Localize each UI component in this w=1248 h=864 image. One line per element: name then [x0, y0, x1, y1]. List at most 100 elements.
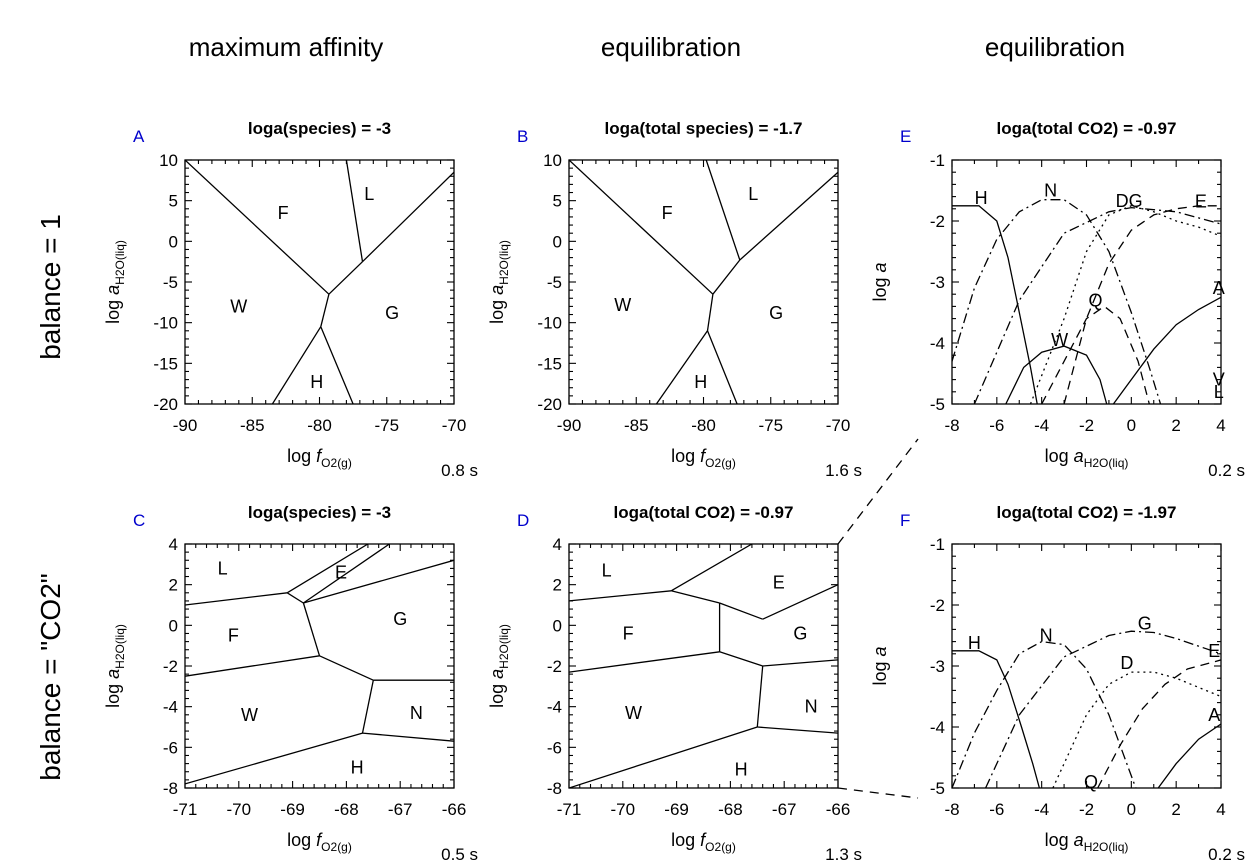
- y-axis-label: log aH2O(liq): [103, 624, 127, 708]
- axis-sub: O: [321, 840, 330, 854]
- axis-a: a: [103, 669, 123, 679]
- series-label-h: H: [968, 633, 981, 653]
- series-line-h: [952, 205, 1038, 404]
- y-tick-label: 4: [169, 535, 178, 554]
- x-tick-label: -8: [944, 800, 959, 819]
- axis-sub2: 2(g): [715, 840, 736, 854]
- y-tick-label: 5: [553, 192, 562, 211]
- y-tick-label: -10: [153, 314, 178, 333]
- y-tick-label: -8: [547, 779, 562, 798]
- series-label-a: A: [1213, 278, 1225, 298]
- field-label-g: G: [769, 303, 783, 323]
- field-boundary: [762, 659, 838, 667]
- field-boundary: [328, 261, 363, 295]
- field-boundary: [271, 326, 322, 404]
- timing-label: 1.3 s: [825, 845, 862, 864]
- x-tick-label: -4: [1034, 416, 1049, 435]
- field-boundary: [320, 294, 330, 327]
- field-label-f: F: [228, 626, 239, 646]
- x-tick-label: -67: [388, 800, 413, 819]
- axis-sub: H2O(liq): [497, 624, 511, 669]
- timing-label: 0.2 s: [1208, 461, 1245, 480]
- field-boundary: [286, 592, 304, 604]
- series-label-h: H: [975, 188, 988, 208]
- field-label-e: E: [773, 573, 785, 593]
- y-tick-label: 5: [169, 192, 178, 211]
- field-label-w: W: [241, 705, 258, 725]
- axis-log: log: [103, 679, 123, 708]
- field-boundary: [302, 602, 321, 656]
- column-title-2: equilibration: [601, 32, 741, 62]
- field-boundary: [706, 330, 738, 404]
- plot-frame: [951, 543, 1222, 789]
- y-tick-label: -10: [537, 314, 562, 333]
- x-tick-label: -85: [624, 416, 649, 435]
- x-tick-label: -75: [374, 416, 399, 435]
- axis-sub: H2O(liq): [1084, 840, 1129, 854]
- x-axis-label: log fO2(g): [671, 446, 736, 470]
- x-tick-label: -69: [664, 800, 689, 819]
- row-title-2: balance = "CO2": [35, 573, 66, 780]
- panel-title: loga(species) = -3: [248, 503, 391, 522]
- y-tick-label: -3: [930, 657, 945, 676]
- field-boundary: [569, 590, 672, 602]
- y-tick-label: -6: [163, 738, 178, 757]
- plot-area: [569, 544, 838, 788]
- y-tick-label: -1: [930, 151, 945, 170]
- y-tick-label: -8: [163, 779, 178, 798]
- y-tick-label: -20: [153, 395, 178, 414]
- axis-log: log: [487, 295, 507, 324]
- axis-log: log: [671, 446, 700, 466]
- axis-a: a: [1074, 830, 1084, 850]
- plot-area: [185, 544, 454, 785]
- x-tick-label: 0: [1127, 800, 1136, 819]
- field-boundary: [303, 559, 454, 604]
- timing-label: 1.6 s: [825, 461, 862, 480]
- series-label-e: E: [1208, 641, 1220, 661]
- axis-a: a: [487, 285, 507, 295]
- series-label-g: G: [1138, 613, 1152, 633]
- series-line-w: [1005, 345, 1108, 404]
- y-tick-label: -5: [547, 273, 562, 292]
- x-tick-label: 4: [1216, 416, 1225, 435]
- timing-label: 0.5 s: [441, 845, 478, 864]
- x-tick-label: -71: [557, 800, 582, 819]
- series-line-d: [1052, 671, 1221, 788]
- axis-log: log: [671, 830, 700, 850]
- series-line-a: [1112, 296, 1221, 404]
- y-tick-label: -4: [930, 334, 945, 353]
- field-label-n: N: [410, 703, 423, 723]
- y-tick-label: -2: [930, 596, 945, 615]
- column-title-3: equilibration: [985, 32, 1125, 62]
- field-boundary: [185, 732, 363, 785]
- field-boundary: [655, 330, 709, 404]
- x-tick-label: -75: [758, 416, 783, 435]
- y-tick-label: -1: [930, 535, 945, 554]
- axis-log: log: [1045, 446, 1074, 466]
- x-tick-label: 2: [1171, 416, 1180, 435]
- x-tick-label: -90: [173, 416, 198, 435]
- x-tick-label: -90: [557, 416, 582, 435]
- field-boundary: [345, 160, 364, 262]
- y-axis-label: log a: [870, 646, 890, 685]
- y-tick-label: -2: [163, 657, 178, 676]
- x-tick-label: -4: [1034, 800, 1049, 819]
- field-label-f: F: [662, 203, 673, 223]
- field-boundary: [185, 160, 330, 295]
- field-boundary: [286, 544, 369, 594]
- axis-a: a: [103, 285, 123, 295]
- y-tick-label: -2: [547, 657, 562, 676]
- plot-frame: [568, 543, 839, 789]
- x-tick-label: -80: [307, 416, 332, 435]
- panel-letter: B: [517, 127, 528, 146]
- y-tick-label: -20: [537, 395, 562, 414]
- connector-line-bottom: [837, 787, 919, 799]
- field-boundary: [361, 680, 374, 734]
- plot-area: [952, 199, 1221, 404]
- row-title-1: balance = 1: [35, 214, 66, 360]
- x-tick-label: -70: [611, 800, 636, 819]
- field-label-f: F: [623, 623, 634, 643]
- axis-f: f: [700, 446, 707, 466]
- y-tick-label: 10: [543, 151, 562, 170]
